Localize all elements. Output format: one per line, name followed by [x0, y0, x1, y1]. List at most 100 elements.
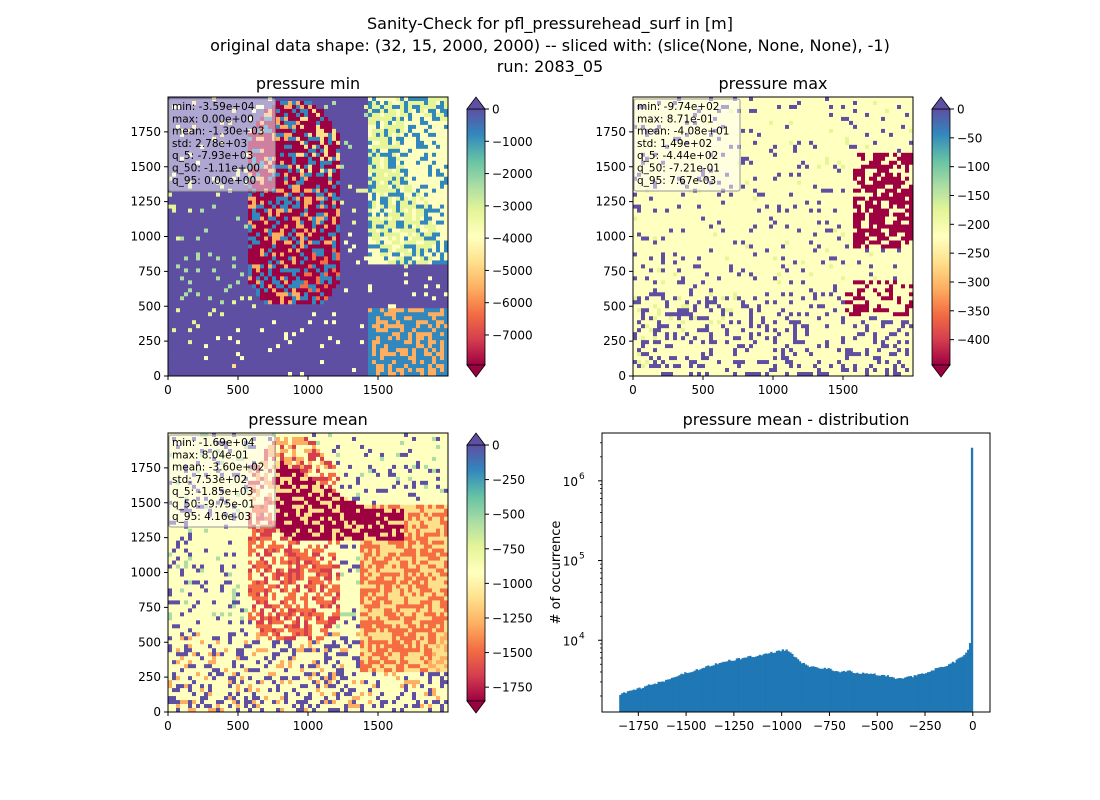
- histogram-bar: [665, 679, 668, 712]
- colorbar-tick-label: −6000: [492, 296, 533, 310]
- histogram-bar: [802, 662, 805, 712]
- y-tick-label: 1750: [130, 461, 161, 475]
- histogram-bar: [649, 684, 653, 712]
- histogram-bar: [848, 670, 851, 712]
- histogram-bar: [875, 675, 878, 712]
- histogram-bar: [863, 673, 867, 712]
- histogram-bar: [783, 650, 786, 712]
- histogram-bar: [877, 675, 880, 712]
- histogram-bar: [787, 651, 790, 712]
- x-tick-label: 0: [164, 383, 172, 397]
- histogram-bar: [693, 670, 697, 712]
- colorbar-tick-label: −7000: [492, 328, 533, 342]
- histogram-bar: [804, 664, 807, 712]
- histogram-bar: [934, 668, 937, 712]
- histogram-bar: [796, 659, 800, 712]
- colorbar: 0 −1000 −2000 −3000 −4000 −5000 −6000 −7000: [466, 96, 533, 378]
- suptitle-line-3: run: 2083_05: [496, 57, 604, 76]
- y-tick-label: 250: [603, 334, 626, 348]
- histogram-bar: [657, 681, 660, 712]
- y-tick-label: 1250: [595, 195, 626, 209]
- histogram-bar: [678, 675, 681, 712]
- histogram-bar: [623, 692, 626, 712]
- histogram-bar: [852, 673, 855, 712]
- y-axis-label: # of occurrence: [549, 521, 564, 625]
- histogram-bar: [959, 657, 962, 712]
- colorbar-tick-label: −250: [957, 247, 990, 261]
- colorbar-tick-label: −350: [957, 304, 990, 318]
- plot-title: pressure mean: [248, 410, 368, 429]
- histogram-bar: [879, 675, 882, 712]
- histogram-bar: [712, 665, 716, 712]
- histogram-bar: [661, 681, 664, 712]
- stat-line: q_5: -1.85e+03: [172, 486, 253, 498]
- histogram-bar: [676, 676, 679, 712]
- histogram-bar: [644, 686, 647, 712]
- plot-title: pressure max: [718, 74, 827, 93]
- histogram-bar: [865, 673, 869, 712]
- histogram-bar: [621, 693, 624, 712]
- histogram-bar: [686, 673, 689, 712]
- histogram-bar: [814, 666, 817, 712]
- histogram-bar: [823, 667, 827, 712]
- colorbar-tick-label: −400: [957, 333, 990, 347]
- histogram-bar: [651, 684, 654, 712]
- histogram-bar: [689, 672, 693, 712]
- colorbar-extend-max: [931, 96, 951, 110]
- histogram-bar: [709, 666, 712, 712]
- x-tick-label: −1000: [761, 719, 802, 733]
- histogram-bar: [963, 654, 966, 712]
- histogram-bar: [953, 662, 956, 712]
- histogram-bar: [718, 662, 721, 712]
- stat-line: q_95: 4.16e-03: [172, 511, 251, 523]
- y-tick-label: 500: [603, 299, 626, 313]
- colorbar-extend-min: [931, 364, 951, 378]
- histogram-bar: [902, 678, 905, 712]
- x-tick-label: −1500: [666, 719, 707, 733]
- histogram-bar: [944, 666, 947, 712]
- y-tick-label: 250: [138, 334, 161, 348]
- colorbar-tick-label: −100: [957, 160, 990, 174]
- histogram-bar: [886, 675, 890, 712]
- x-tick-label: −750: [813, 719, 846, 733]
- y-tick-exponent: 5: [579, 552, 585, 562]
- histogram-bar: [911, 677, 914, 712]
- y-tick-label: 0: [153, 705, 161, 719]
- y-tick-label: 1000: [595, 230, 626, 244]
- stat-line: max: 0.00e+00: [172, 113, 254, 125]
- histogram-bars: [619, 447, 974, 712]
- histogram-bar: [925, 673, 928, 712]
- colorbar: 0 −50 −100 −150 −200 −250 −300 −350 −400: [931, 96, 990, 378]
- histogram-bar: [882, 674, 886, 712]
- histogram-bar: [705, 666, 708, 712]
- histogram-bar: [884, 676, 888, 712]
- histogram-bar: [919, 673, 922, 712]
- y-tick-label: 750: [138, 600, 161, 614]
- histogram-bar: [747, 656, 750, 712]
- histogram-bar: [638, 687, 641, 712]
- y-tick-label: 750: [603, 264, 626, 278]
- histogram-bar: [909, 675, 913, 712]
- y-tick-label: 10: [563, 634, 578, 648]
- histogram-bar: [779, 651, 783, 712]
- histogram-bar: [682, 674, 685, 712]
- histogram-bar: [844, 671, 848, 712]
- histogram-bar: [932, 670, 935, 712]
- suptitle-line-2: original data shape: (32, 15, 2000, 2000…: [210, 36, 890, 55]
- y-tick-label: 1750: [595, 125, 626, 139]
- stat-line: q_5: -7.93e+03: [172, 150, 253, 162]
- histogram-bar: [881, 674, 884, 712]
- histogram-bar: [751, 657, 754, 712]
- colorbar-gradient: [466, 108, 486, 366]
- histogram-bar: [762, 654, 765, 712]
- stat-line: q_50: -7.21e-01: [637, 163, 720, 175]
- histogram-bar: [890, 676, 893, 712]
- histogram-bar: [955, 659, 958, 712]
- stat-line: q_50: -9.75e-01: [172, 499, 255, 511]
- histogram-bar: [741, 658, 744, 712]
- histogram-bar: [930, 670, 934, 712]
